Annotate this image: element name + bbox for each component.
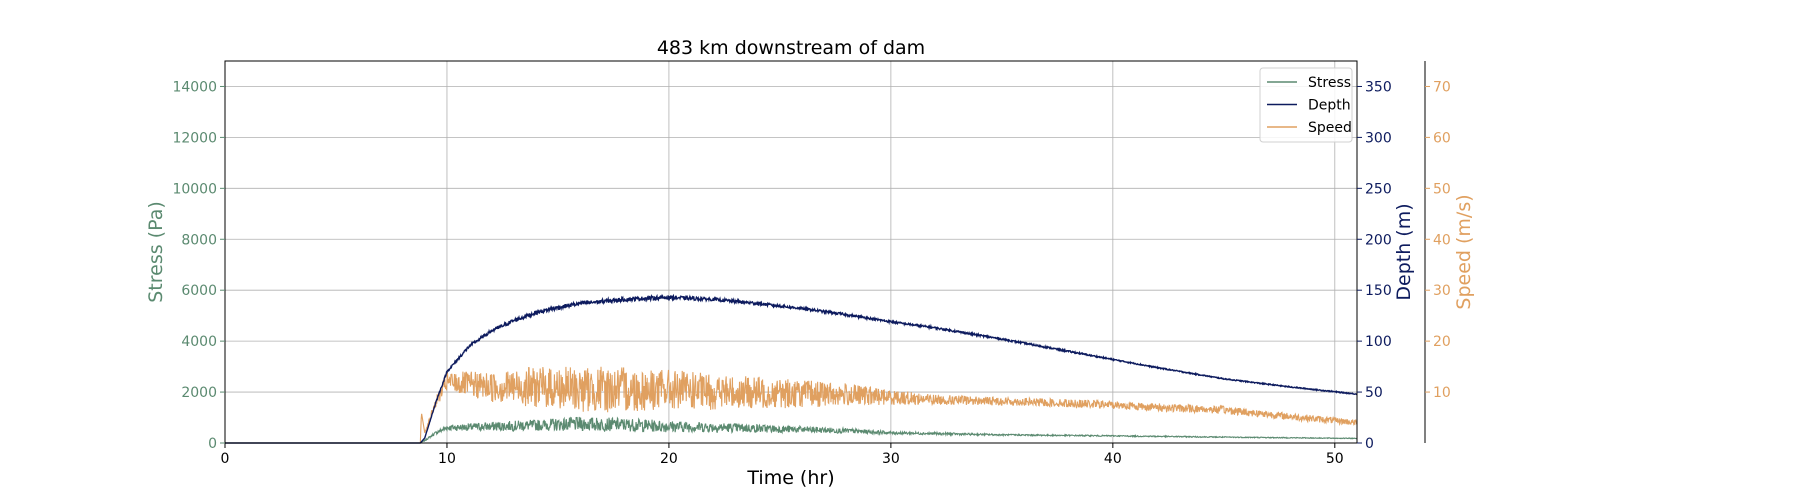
depth-tick-label: 150 — [1365, 283, 1392, 299]
stress-tick-label: 8000 — [181, 232, 217, 248]
plot-frame — [224, 60, 1358, 444]
x-axis-title: Time (hr) — [746, 467, 834, 489]
stress-tick-label: 10000 — [172, 181, 217, 197]
stress-tick-label: 6000 — [181, 283, 217, 299]
stress-axis-title: Stress (Pa) — [145, 201, 167, 303]
stress-tick-label: 0 — [208, 436, 217, 452]
depth-tick-label: 0 — [1365, 436, 1374, 452]
depth-tick-label: 300 — [1365, 130, 1392, 146]
depth-tick-label: 50 — [1365, 385, 1383, 401]
stress-tick-label: 4000 — [181, 334, 217, 350]
x-tick-label: 30 — [882, 451, 900, 467]
depth-tick-label: 350 — [1365, 79, 1392, 95]
legend-box — [1259, 67, 1353, 143]
speed-tick-label: 50 — [1433, 181, 1451, 197]
legend-label-stress: Stress — [1308, 75, 1351, 91]
x-tick-label: 40 — [1104, 451, 1122, 467]
x-tick-label: 50 — [1326, 451, 1344, 467]
x-tick-label: 0 — [221, 451, 230, 467]
speed-axis-title: Speed (m/s) — [1453, 194, 1475, 309]
stress-tick-label: 2000 — [181, 385, 217, 401]
chart-title: 483 km downstream of dam — [657, 37, 925, 59]
speed-tick-label: 70 — [1433, 79, 1451, 95]
depth-axis-title: Depth (m) — [1393, 203, 1415, 300]
speed-tick-label: 30 — [1433, 283, 1451, 299]
stress-tick-label: 12000 — [172, 130, 217, 146]
stress-tick-label: 14000 — [172, 79, 217, 95]
speed-tick-label: 10 — [1433, 385, 1451, 401]
speed-tick-label: 60 — [1433, 130, 1451, 146]
x-tick-label: 20 — [660, 451, 678, 467]
speed-tick-label: 40 — [1433, 232, 1451, 248]
legend: Stress Depth Speed — [1259, 67, 1353, 143]
legend-label-speed: Speed — [1308, 120, 1352, 136]
depth-tick-label: 200 — [1365, 232, 1392, 248]
axes: 0 10 20 30 40 5002000400060008000100001200014… — [172, 61, 1451, 467]
depth-tick-label: 250 — [1365, 181, 1392, 197]
legend-label-depth: Depth — [1308, 98, 1351, 114]
depth-tick-label: 100 — [1365, 334, 1392, 350]
x-tick-label: 10 — [438, 451, 456, 467]
speed-tick-label: 20 — [1433, 334, 1451, 350]
